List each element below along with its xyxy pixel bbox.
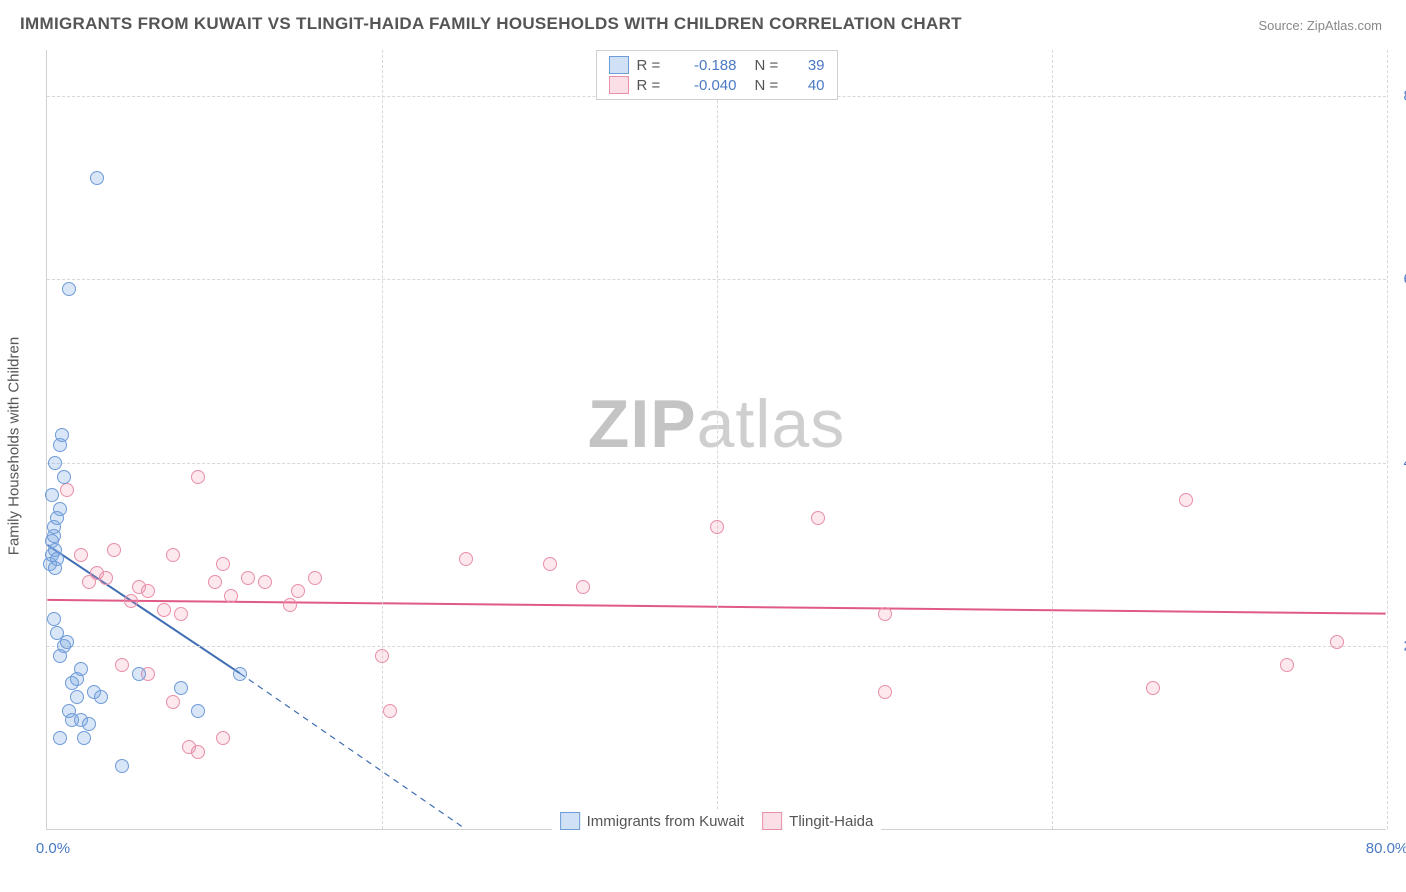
data-point xyxy=(74,548,88,562)
swatch-b-icon xyxy=(609,76,629,94)
y-tick-label: 40.0% xyxy=(1391,454,1406,471)
data-point xyxy=(1146,681,1160,695)
data-point xyxy=(191,745,205,759)
stats-legend-row-a: R = -0.188 N = 39 xyxy=(609,55,825,75)
data-point xyxy=(57,470,71,484)
x-tick-label: 0.0% xyxy=(36,840,70,857)
data-point xyxy=(132,667,146,681)
data-point xyxy=(47,612,61,626)
data-point xyxy=(811,511,825,525)
chart-title: IMMIGRANTS FROM KUWAIT VS TLINGIT-HAIDA … xyxy=(20,14,962,34)
data-point xyxy=(115,759,129,773)
chart-container: IMMIGRANTS FROM KUWAIT VS TLINGIT-HAIDA … xyxy=(0,0,1406,892)
r-value-a: -0.188 xyxy=(677,57,737,74)
data-point xyxy=(383,704,397,718)
stats-legend: R = -0.188 N = 39 R = -0.040 N = 40 xyxy=(596,50,838,100)
legend-label-a: Immigrants from Kuwait xyxy=(587,813,745,830)
y-tick-label: 80.0% xyxy=(1391,87,1406,104)
swatch-a-icon xyxy=(609,56,629,74)
data-point xyxy=(224,589,238,603)
data-point xyxy=(878,685,892,699)
data-point xyxy=(1330,635,1344,649)
series-legend: Immigrants from Kuwait Tlingit-Haida xyxy=(552,810,882,832)
data-point xyxy=(174,681,188,695)
data-point xyxy=(543,557,557,571)
data-point xyxy=(62,704,76,718)
plot-area: ZIPatlas R = -0.188 N = 39 R = -0.040 N … xyxy=(46,50,1386,830)
data-point xyxy=(241,571,255,585)
data-point xyxy=(50,552,64,566)
n-label: N = xyxy=(755,77,787,94)
data-point xyxy=(53,502,67,516)
data-point xyxy=(308,571,322,585)
data-point xyxy=(375,649,389,663)
swatch-b-icon xyxy=(762,812,782,830)
data-point xyxy=(208,575,222,589)
data-point xyxy=(55,428,69,442)
data-point xyxy=(70,690,84,704)
grid-line-v xyxy=(1387,50,1388,829)
data-point xyxy=(459,552,473,566)
data-point xyxy=(216,731,230,745)
r-label: R = xyxy=(637,57,669,74)
data-point xyxy=(283,598,297,612)
r-value-b: -0.040 xyxy=(677,77,737,94)
n-value-a: 39 xyxy=(795,57,825,74)
data-point xyxy=(45,488,59,502)
data-point xyxy=(107,543,121,557)
data-point xyxy=(710,520,724,534)
data-point xyxy=(1280,658,1294,672)
data-point xyxy=(77,731,91,745)
y-tick-label: 20.0% xyxy=(1391,638,1406,655)
grid-line-v xyxy=(1052,50,1053,829)
data-point xyxy=(166,548,180,562)
data-point xyxy=(53,731,67,745)
legend-item-b: Tlingit-Haida xyxy=(762,812,873,830)
data-point xyxy=(191,704,205,718)
y-axis-label: Family Households with Children xyxy=(6,337,23,555)
data-point xyxy=(115,658,129,672)
data-point xyxy=(174,607,188,621)
data-point xyxy=(141,584,155,598)
legend-label-b: Tlingit-Haida xyxy=(789,813,873,830)
data-point xyxy=(74,662,88,676)
grid-line-v xyxy=(717,50,718,829)
data-point xyxy=(291,584,305,598)
n-label: N = xyxy=(755,57,787,74)
n-value-b: 40 xyxy=(795,77,825,94)
data-point xyxy=(258,575,272,589)
data-point xyxy=(1179,493,1193,507)
x-tick-label: 80.0% xyxy=(1366,840,1406,857)
data-point xyxy=(99,571,113,585)
data-point xyxy=(60,635,74,649)
data-point xyxy=(157,603,171,617)
data-point xyxy=(576,580,590,594)
r-label: R = xyxy=(637,77,669,94)
data-point xyxy=(94,690,108,704)
data-point xyxy=(878,607,892,621)
data-point xyxy=(62,282,76,296)
data-point xyxy=(233,667,247,681)
y-tick-label: 60.0% xyxy=(1391,271,1406,288)
swatch-a-icon xyxy=(560,812,580,830)
data-point xyxy=(191,470,205,484)
data-point xyxy=(166,695,180,709)
data-point xyxy=(90,171,104,185)
data-point xyxy=(216,557,230,571)
data-point xyxy=(48,456,62,470)
stats-legend-row-b: R = -0.040 N = 40 xyxy=(609,75,825,95)
legend-item-a: Immigrants from Kuwait xyxy=(560,812,745,830)
data-point xyxy=(124,594,138,608)
data-point xyxy=(82,717,96,731)
data-point xyxy=(60,483,74,497)
source-attribution: Source: ZipAtlas.com xyxy=(1258,18,1382,33)
